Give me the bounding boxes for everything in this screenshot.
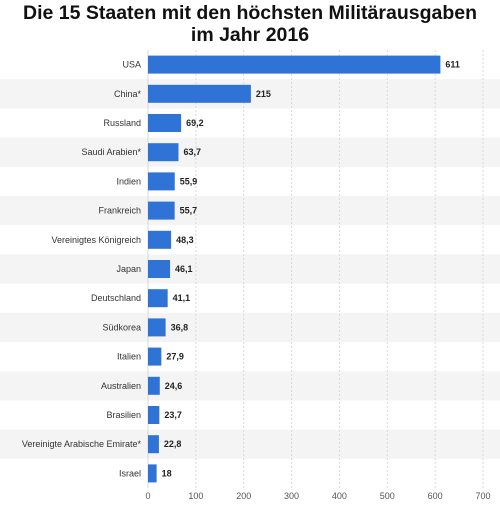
value-label: 27,9: [166, 352, 184, 362]
value-label: 55,7: [180, 206, 198, 216]
tick-label: 700: [475, 491, 490, 501]
category-label: Saudi Arabien*: [81, 147, 141, 157]
chart-title-line-1: Die 15 Staaten mit den höchsten Militära…: [22, 2, 478, 24]
row-stripe: [0, 429, 500, 459]
chart-title-line-2: im Jahr 2016: [190, 24, 310, 46]
row-stripe: [0, 254, 500, 284]
tick-label: 200: [236, 491, 251, 501]
value-label: 41,1: [173, 293, 191, 303]
value-label: 611: [445, 60, 460, 70]
value-label: 215: [256, 89, 271, 99]
bar: [148, 406, 160, 424]
row-stripe: [0, 312, 500, 342]
category-label: Indien: [116, 176, 141, 186]
value-label: 69,2: [186, 118, 204, 128]
row-stripe: [0, 137, 500, 167]
x-axis-ticks: 0 100 200 300 400 500 600 700: [145, 491, 490, 501]
row-stripe: [0, 196, 500, 226]
category-label: Brasilien: [106, 410, 141, 420]
category-labels: USA China* Russland Saudi Arabien* Indien Fra…: [22, 60, 142, 479]
tick-label: 600: [428, 491, 443, 501]
tick-label: 400: [332, 491, 347, 501]
row-stripe: [0, 371, 500, 401]
category-label: Australien: [101, 381, 141, 391]
value-label: 36,8: [171, 322, 189, 332]
category-label: Israel: [119, 468, 141, 478]
bar: [148, 260, 171, 278]
value-label: 23,7: [164, 410, 182, 420]
tick-label: 300: [284, 491, 299, 501]
category-label: Deutschland: [91, 293, 141, 303]
value-label: 22,8: [164, 439, 182, 449]
value-label: 46,1: [175, 264, 193, 274]
category-label: Südkorea: [102, 322, 141, 332]
category-label: China*: [114, 89, 142, 99]
category-label: USA: [122, 60, 141, 70]
category-label: Japan: [116, 264, 141, 274]
bar: [148, 55, 441, 74]
category-label: Italien: [117, 352, 141, 362]
tick-label: 0: [145, 491, 150, 501]
bar: [148, 289, 168, 308]
category-label: Frankreich: [98, 206, 141, 216]
category-label: Vereinigtes Königreich: [51, 235, 141, 245]
bar: [148, 201, 175, 220]
bar: [148, 376, 160, 395]
value-label: 18: [162, 468, 172, 478]
value-label: 55,9: [180, 176, 198, 186]
bar: [148, 84, 251, 103]
tick-label: 100: [188, 491, 203, 501]
tick-label: 500: [380, 491, 395, 501]
bar: [148, 143, 179, 162]
bars: [148, 55, 441, 483]
bar: [148, 172, 175, 191]
category-label: Russland: [103, 118, 141, 128]
bar: [148, 114, 182, 132]
value-label: 63,7: [183, 147, 201, 157]
bar: [148, 347, 162, 366]
value-labels: 611 215 69,2 63,7 55,9 55,7 48,3 46,1 41,1 36,8 27…: [162, 60, 460, 479]
chart-title: Die 15 Staaten mit den höchsten Militära…: [0, 2, 500, 46]
bar: [148, 435, 159, 454]
category-label: Vereinigte Arabische Emirate*: [22, 439, 142, 449]
value-label: 48,3: [176, 235, 194, 245]
value-label: 24,6: [165, 381, 183, 391]
bar: [148, 318, 166, 337]
bar: [148, 230, 172, 249]
bar: [148, 464, 157, 483]
row-stripes: [0, 79, 500, 459]
